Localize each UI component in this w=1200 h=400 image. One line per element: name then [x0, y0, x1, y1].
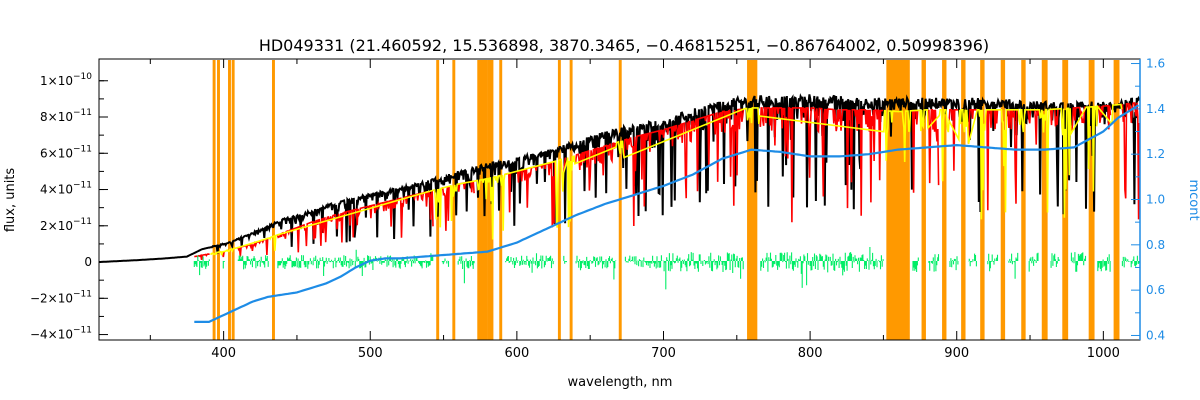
mask-band-4 — [272, 60, 275, 340]
series-model-masked — [209, 103, 1123, 256]
y-tick-label: 8×10−11 — [40, 108, 92, 124]
x-axis: 400 500 600 700 800 900 1000 — [149, 59, 1120, 361]
mask-band-13 — [747, 60, 758, 340]
y-axis-right: 0.4 0.6 0.8 1.0 1.2 1.4 1.6 — [1131, 57, 1165, 342]
y2-tick-label: 1.4 — [1146, 102, 1165, 116]
mask-band-1 — [217, 60, 220, 340]
y-tick-label: 4×10−11 — [40, 181, 92, 197]
y-tick-label: 2×10−11 — [40, 217, 92, 233]
mask-band-2 — [228, 60, 231, 340]
y2-tick-label: 0.8 — [1146, 238, 1165, 252]
mask-band-15 — [921, 60, 926, 340]
x-axis-label: wavelength, nm — [568, 375, 673, 390]
x-tick-label: 600 — [504, 346, 529, 361]
y2-tick-label: 0.6 — [1146, 283, 1165, 297]
mask-band-18 — [980, 60, 985, 340]
y-tick-label: 0 — [84, 255, 92, 269]
x-tick-label: 900 — [944, 346, 969, 361]
mask-band-9 — [499, 60, 503, 340]
y2-tick-label: 0.4 — [1146, 328, 1165, 342]
chart-title: HD049331 (21.460592, 15.536898, 3870.346… — [259, 36, 989, 55]
y2-tick-label: 1.2 — [1146, 147, 1165, 161]
mask-band-10 — [557, 60, 561, 340]
mask-band-23 — [1088, 60, 1095, 340]
y-tick-label: 6×10−11 — [40, 144, 92, 160]
y-axis-left: −4×10−11 −2×10−11 0 2×10−11 4×10−11 6×10−11 8×… — [30, 72, 108, 342]
y2-tick-label: 1.0 — [1146, 193, 1165, 207]
mask-band-21 — [1041, 60, 1048, 340]
y-tick-label: −4×10−11 — [30, 326, 92, 342]
y2-axis-label: mcont — [1186, 179, 1200, 220]
x-tick-label: 1000 — [1087, 346, 1120, 361]
mask-band-0 — [212, 60, 216, 340]
series-mcont — [194, 104, 1140, 323]
y-tick-label: −2×10−11 — [30, 289, 92, 305]
mask-band-6 — [452, 60, 456, 340]
mask-band-19 — [1000, 60, 1006, 340]
y2-tick-label: 1.6 — [1146, 57, 1165, 71]
x-tick-label: 700 — [651, 346, 676, 361]
x-tick-label: 500 — [358, 346, 383, 361]
y-axis-label: flux, units — [3, 168, 18, 233]
mask-band-3 — [231, 60, 235, 340]
mask-band-16 — [942, 60, 947, 340]
mask-band-17 — [961, 60, 966, 340]
series-layer — [99, 93, 1141, 323]
mask-band-20 — [1021, 60, 1026, 340]
y-tick-label: 1×10−10 — [40, 72, 92, 88]
x-tick-label: 800 — [798, 346, 823, 361]
series-residual — [193, 247, 1140, 290]
plot-area — [98, 58, 1141, 341]
mask-band-24 — [1113, 60, 1120, 340]
mask-band-7 — [477, 60, 488, 340]
x-tick-label: 400 — [211, 346, 236, 361]
